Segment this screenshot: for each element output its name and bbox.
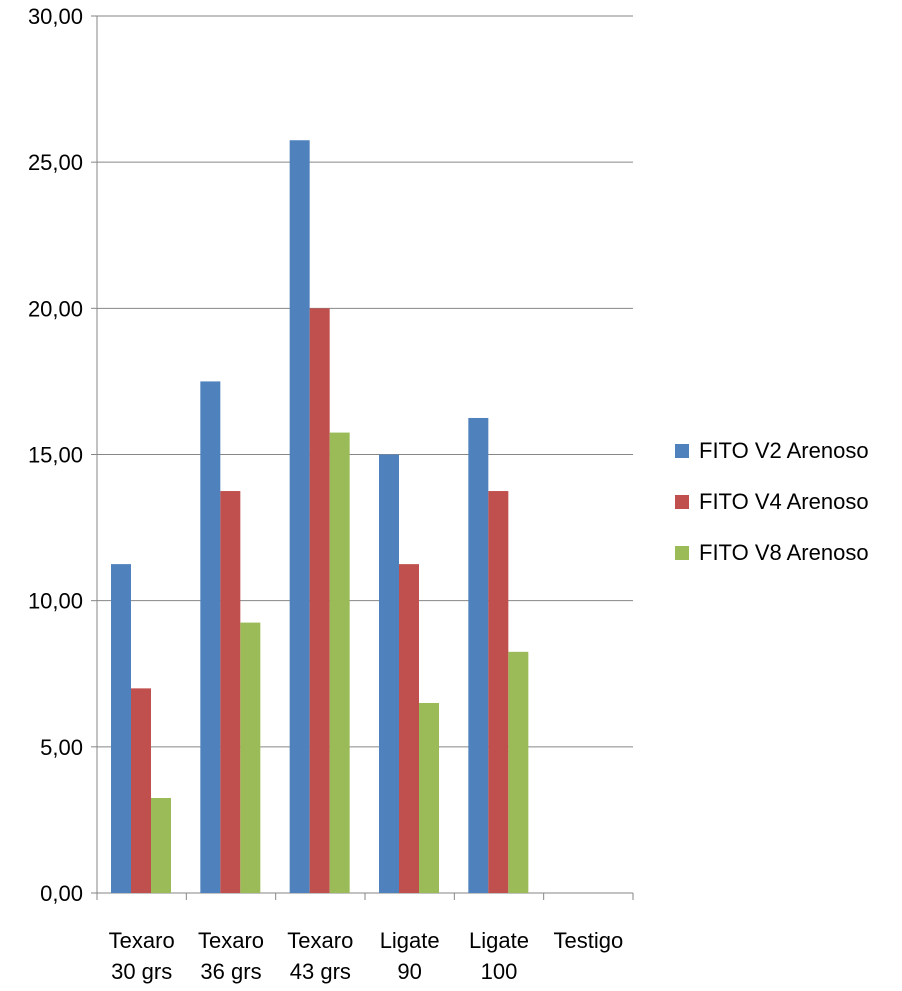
gridlines bbox=[97, 15, 633, 748]
legend-swatch bbox=[675, 444, 689, 458]
x-tick-label: Texaro bbox=[198, 928, 264, 953]
bars bbox=[111, 140, 529, 893]
x-tick-label: Texaro bbox=[109, 928, 175, 953]
legend-swatch bbox=[675, 495, 689, 509]
bar bbox=[379, 454, 399, 893]
y-tick-label: 25,00 bbox=[28, 150, 83, 175]
bar bbox=[131, 688, 151, 893]
axes bbox=[91, 15, 634, 900]
bar bbox=[240, 622, 261, 893]
x-tick-labels: Texaro 30 grs Texaro 36 grs Texaro 43 grs Liga… bbox=[109, 928, 624, 984]
y-tick-label: 15,00 bbox=[28, 443, 83, 468]
x-tick-label: 100 bbox=[481, 959, 518, 984]
y-tick-label: 10,00 bbox=[28, 589, 83, 614]
bar bbox=[289, 140, 310, 893]
legend-label: FITO V8 Arenoso bbox=[699, 540, 869, 565]
bar bbox=[468, 417, 489, 893]
bar bbox=[329, 432, 350, 893]
y-tick-label: 30,00 bbox=[28, 4, 83, 29]
bar bbox=[111, 564, 131, 893]
x-tick-label: Texaro bbox=[287, 928, 353, 953]
bar bbox=[399, 564, 419, 893]
x-tick-label: 90 bbox=[397, 959, 421, 984]
legend-label: FITO V4 Arenoso bbox=[699, 489, 869, 514]
x-tick-label: 30 grs bbox=[111, 959, 172, 984]
legend-label: FITO V2 Arenoso bbox=[699, 438, 869, 463]
bar bbox=[200, 381, 221, 893]
legend: FITO V2 Arenoso FITO V4 Arenoso FITO V8 Ar… bbox=[675, 438, 869, 565]
x-tick-label: Ligate bbox=[469, 928, 529, 953]
bar bbox=[419, 702, 439, 893]
bar bbox=[151, 797, 171, 893]
y-tick-labels: 0,00 5,00 10,00 15,00 20,00 25,00 30,00 bbox=[28, 4, 83, 906]
x-tick-label: 43 grs bbox=[290, 959, 351, 984]
x-tick-label: Testigo bbox=[553, 928, 623, 953]
x-tick-label: Ligate bbox=[380, 928, 440, 953]
bar bbox=[488, 491, 509, 893]
legend-swatch bbox=[675, 546, 689, 560]
y-tick-label: 0,00 bbox=[40, 881, 83, 906]
x-tick-label: 36 grs bbox=[200, 959, 261, 984]
bar bbox=[220, 491, 241, 893]
y-tick-label: 20,00 bbox=[28, 296, 83, 321]
bar bbox=[309, 308, 330, 893]
bar bbox=[508, 651, 529, 893]
y-tick-label: 5,00 bbox=[40, 735, 83, 760]
